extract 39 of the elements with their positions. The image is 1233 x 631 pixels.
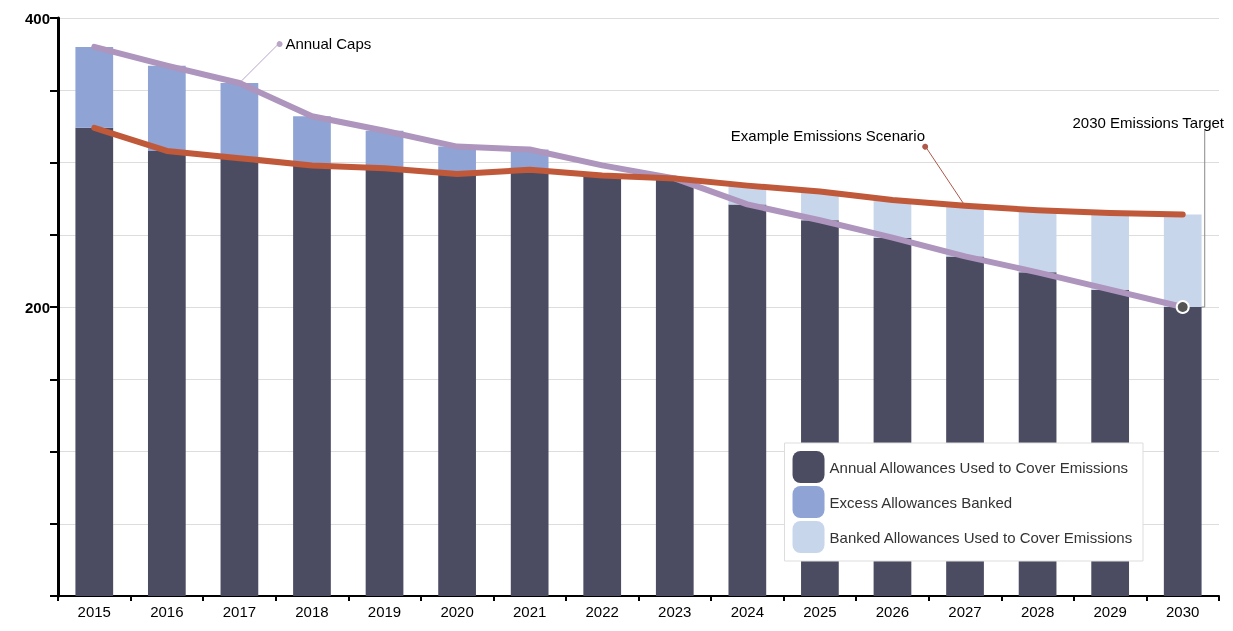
annotation: Annual Caps xyxy=(285,34,372,52)
bar xyxy=(1163,307,1202,596)
bar xyxy=(438,174,476,596)
x-tick-label: 2016 xyxy=(150,603,184,620)
bar xyxy=(147,65,186,151)
x-tick-label: 2019 xyxy=(367,603,402,620)
bar xyxy=(1163,214,1202,307)
x-tick-label: 2030 xyxy=(1166,603,1200,620)
bar xyxy=(147,150,186,596)
x-tick-label: 2021 xyxy=(512,603,547,620)
bar xyxy=(220,83,259,159)
y-tick-label: 200 xyxy=(24,298,50,316)
bar xyxy=(220,158,259,596)
bar xyxy=(365,168,404,596)
bar xyxy=(293,165,331,596)
bar xyxy=(75,127,114,596)
x-tick-label: 2022 xyxy=(585,603,619,620)
bar xyxy=(1091,213,1130,290)
bar xyxy=(655,178,694,596)
x-tick-label: 2017 xyxy=(222,603,257,620)
x-tick-label: 2028 xyxy=(1020,603,1055,620)
x-tick-label: 2029 xyxy=(1093,603,1127,620)
legend-label: Banked Allowances Used to Cover Emissions xyxy=(829,528,1133,546)
annotation: 2030 Emissions Target xyxy=(1072,113,1225,131)
x-tick-label: 2020 xyxy=(440,603,474,620)
legend-label: Excess Allowances Banked xyxy=(829,493,1013,511)
x-tick-label: 2024 xyxy=(730,603,765,620)
x-tick-label: 2025 xyxy=(803,603,837,620)
x-tick-label: 2027 xyxy=(948,603,982,620)
x-tick-label: 2018 xyxy=(295,603,329,620)
y-tick-label: 400 xyxy=(24,9,50,27)
bar xyxy=(583,175,622,596)
x-tick-label: 2023 xyxy=(658,603,692,620)
legend-label: Annual Allowances Used to Cover Emissions xyxy=(829,458,1129,476)
annotation: Example Emissions Scenario xyxy=(730,127,926,145)
x-tick-label: 2015 xyxy=(77,603,111,620)
x-tick-label: 2026 xyxy=(875,603,910,620)
bar xyxy=(728,204,767,596)
bar xyxy=(75,46,114,128)
